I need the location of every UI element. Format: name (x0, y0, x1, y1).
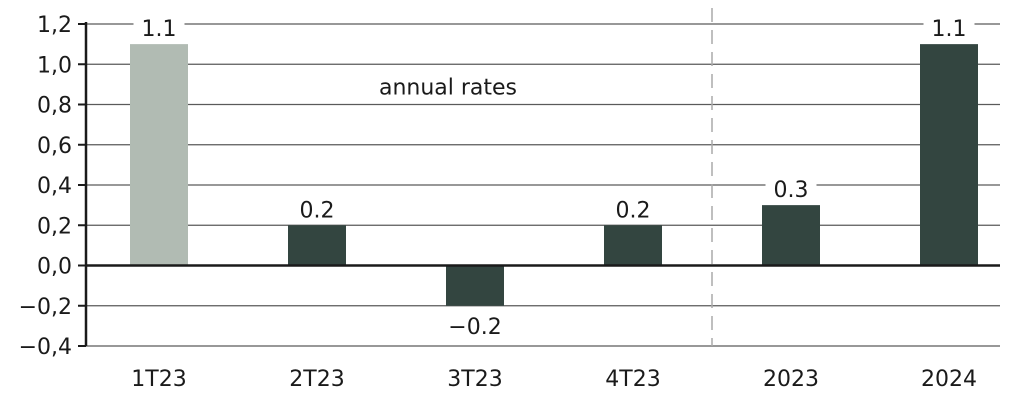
x-axis-labels: 1T23 2T23 3T23 4T23 2023 2024 (131, 367, 977, 392)
data-label: 1.1 (142, 17, 177, 42)
y-tick-label: 1,2 (37, 13, 72, 38)
bar-3T23 (446, 266, 504, 306)
grid-lines (86, 24, 1000, 346)
x-tick-label: 4T23 (605, 367, 660, 392)
bar-2023 (762, 205, 820, 265)
annotation-annual-rates: annual rates (379, 76, 517, 101)
y-tick-label: −0,2 (19, 295, 72, 320)
y-tick-label: 0,0 (37, 255, 72, 280)
x-tick-label: 2023 (763, 367, 819, 392)
data-label: −0.2 (448, 315, 501, 340)
x-tick-label: 2T23 (289, 367, 344, 392)
y-axis-ticks: 1,2 1,0 0,8 0,6 0,4 0,2 0,0 −0,2 −0,4 (19, 13, 86, 360)
x-tick-label: 3T23 (447, 367, 502, 392)
y-tick-label: 0,2 (37, 214, 72, 239)
data-label: 0.3 (774, 178, 809, 203)
y-tick-label: 1,0 (37, 53, 72, 78)
data-label: 1.1 (932, 17, 967, 42)
bar-4T23 (604, 225, 662, 265)
bars: 1.1 0.2 −0.2 0.2 0.3 1.1 (130, 14, 978, 340)
y-tick-label: 0,4 (37, 174, 72, 199)
data-label: 0.2 (616, 198, 651, 223)
bar-2T23 (288, 225, 346, 265)
y-tick-label: 0,8 (37, 94, 72, 119)
y-tick-label: −0,4 (19, 335, 72, 360)
bar-1T23 (130, 44, 188, 265)
y-tick-label: 0,6 (37, 134, 72, 159)
x-tick-label: 2024 (921, 367, 977, 392)
data-label: 0.2 (300, 198, 335, 223)
bar-2024 (920, 44, 978, 265)
x-tick-label: 1T23 (131, 367, 186, 392)
